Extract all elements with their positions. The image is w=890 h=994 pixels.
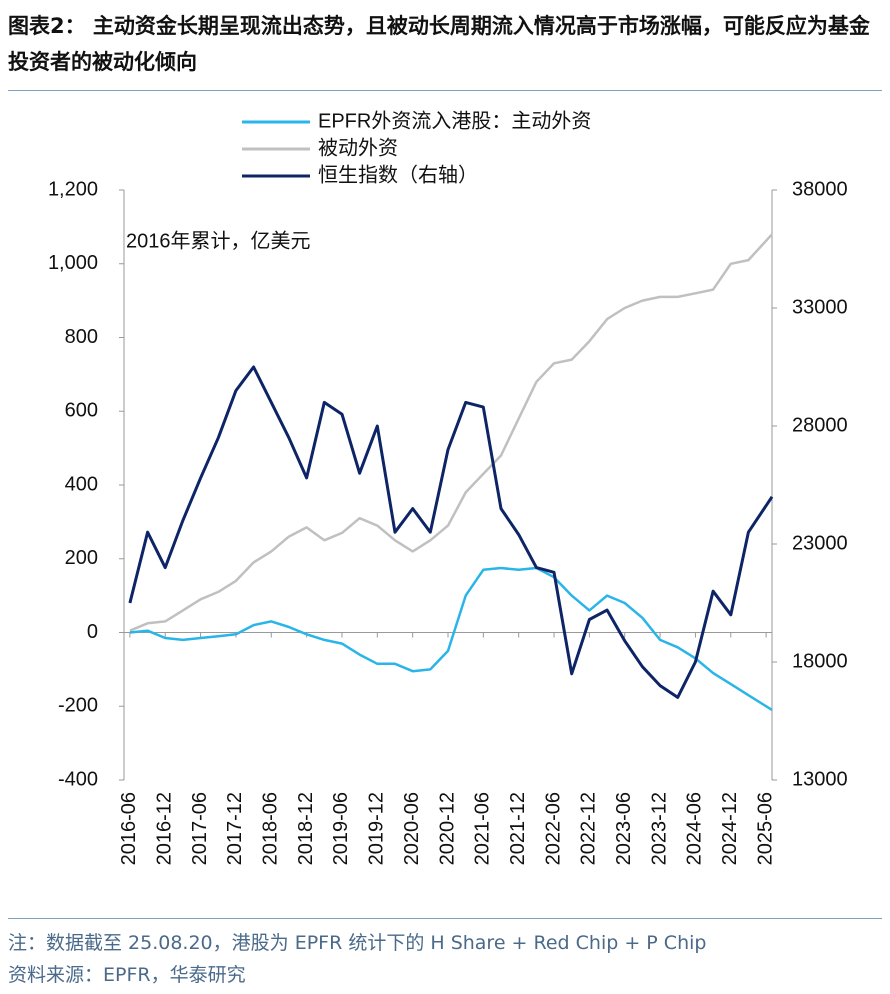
y2-tick-label: 23000 <box>792 532 848 554</box>
x-tick-label: 2025-06 <box>754 792 776 865</box>
note: 注：数据截至 25.08.20，港股为 EPFR 统计下的 H Share + … <box>8 932 707 954</box>
x-tick-label: 2019-06 <box>330 792 352 865</box>
source: 资料来源：EPFR，华泰研究 <box>8 964 246 986</box>
chart: -400 -200 0 200 400 600 800 1,000 1,200 13000 1800… <box>48 109 848 865</box>
x-tick-label: 2019-12 <box>366 792 388 865</box>
x-tick-label: 2023-06 <box>613 792 635 865</box>
annotation: 2016年累计，亿美元 <box>126 229 311 252</box>
series-line <box>128 365 774 699</box>
x-tick-label: 2023-12 <box>648 792 670 865</box>
x-tick-label: 2017-12 <box>224 792 246 865</box>
y2-tick-label: 28000 <box>792 414 848 436</box>
y-tick-label: -400 <box>58 768 98 790</box>
x-tick-label: 2018-12 <box>295 792 317 865</box>
x-tick-label: 2021-12 <box>507 792 529 865</box>
x-tick-label: 2020-06 <box>401 792 423 865</box>
y-tick-label: 400 <box>65 473 98 495</box>
x-tick-label: 2018-06 <box>260 792 282 865</box>
x-tick-label: 2022-12 <box>578 792 600 865</box>
x-tick-label: 2020-12 <box>436 792 458 865</box>
separator <box>8 918 882 919</box>
separator <box>8 90 882 91</box>
y-tick-label: 600 <box>65 400 98 422</box>
y-tick-label: 0 <box>87 621 98 643</box>
x-tick-label: 2016-12 <box>154 792 176 865</box>
y-tick-label: 1,200 <box>48 178 98 200</box>
y-tick-label: 200 <box>65 547 98 569</box>
x-tick-label: 2024-06 <box>684 792 706 865</box>
x-tick-label: 2016-06 <box>118 792 140 865</box>
series-line <box>129 566 773 711</box>
x-tick-label: 2021-06 <box>472 792 494 865</box>
y2-tick-label: 13000 <box>792 768 848 790</box>
legend-label: 恒生指数（右轴） <box>318 163 478 186</box>
y-tick-label: -200 <box>58 695 98 717</box>
y2-tick-label: 33000 <box>792 296 848 318</box>
x-tick-label: 2024-12 <box>719 792 741 865</box>
y2-tick-label: 18000 <box>792 650 848 672</box>
y-tick-label: 800 <box>65 326 98 348</box>
y-tick-label: 1,000 <box>48 252 98 274</box>
legend-label: 被动外资 <box>318 136 398 159</box>
x-tick-label: 2017-06 <box>189 792 211 865</box>
y2-tick-label: 38000 <box>792 178 848 200</box>
legend-label: EPFR外资流入港股：主动外资 <box>318 109 591 132</box>
x-tick-label: 2022-06 <box>542 792 564 865</box>
series-line <box>129 233 773 632</box>
chart-title: 图表2： 主动资金长期呈现流出态势，且被动长周期流入情况高于市场涨幅，可能反应为… <box>8 14 870 74</box>
